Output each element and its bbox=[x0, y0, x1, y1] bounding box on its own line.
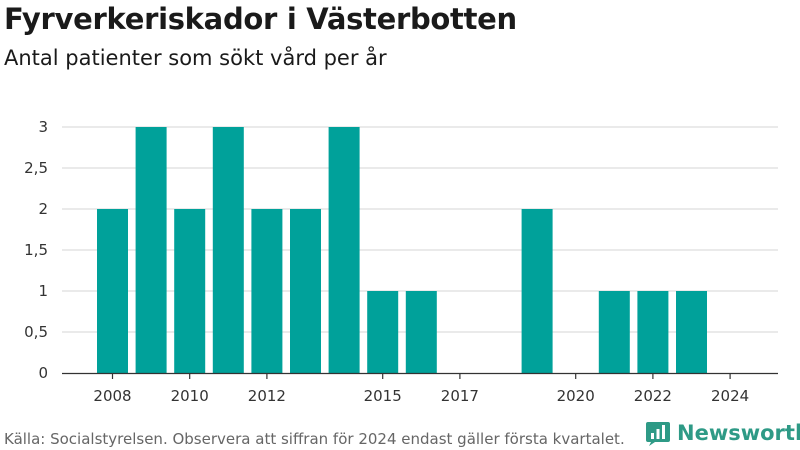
bar-2023 bbox=[676, 291, 707, 373]
y-tick-label: 2,5 bbox=[24, 159, 48, 177]
y-tick-label: 2 bbox=[38, 200, 48, 218]
x-tick-label: 2015 bbox=[364, 387, 402, 405]
source-note: Källa: Socialstyrelsen. Observera att si… bbox=[4, 430, 625, 448]
x-tick-label: 2012 bbox=[248, 387, 286, 405]
bars bbox=[97, 127, 707, 373]
y-tick-label: 0 bbox=[38, 364, 48, 382]
bar-2019 bbox=[521, 209, 553, 373]
x-tick-label: 2020 bbox=[557, 387, 595, 405]
brand-logo: Newsworthy bbox=[645, 420, 800, 446]
newsworthy-logo-icon bbox=[646, 422, 670, 446]
brand-name: Newsworthy bbox=[677, 421, 800, 445]
bar-2021 bbox=[598, 291, 630, 373]
bar-2022 bbox=[637, 291, 669, 373]
bar-chart: 00,511,522,53 2008 2010 2012 2015 2017 2020 20… bbox=[24, 118, 778, 405]
bar-2013 bbox=[290, 209, 321, 373]
bar-2015 bbox=[367, 291, 399, 373]
x-tick-label: 2008 bbox=[93, 387, 131, 405]
bar-2016 bbox=[405, 291, 437, 373]
bar-2011 bbox=[212, 127, 244, 373]
x-tick-label: 2017 bbox=[441, 387, 479, 405]
bar-2010 bbox=[174, 209, 206, 373]
chart-subtitle: Antal patienter som sökt vård per år bbox=[4, 46, 387, 70]
y-tick-label: 1,5 bbox=[24, 241, 48, 259]
x-axis-ticks: 2008 2010 2012 2015 2017 2020 2022 2024 bbox=[93, 373, 749, 405]
chart-title: Fyrverkeriskador i Västerbotten bbox=[4, 2, 517, 36]
y-tick-label: 3 bbox=[38, 118, 48, 136]
bar-2009 bbox=[135, 127, 167, 373]
x-tick-label: 2010 bbox=[171, 387, 209, 405]
bar-2014 bbox=[328, 127, 360, 373]
y-axis-labels: 0 0,5 1 1,5 2 2,5 3 bbox=[24, 118, 48, 382]
bar-2012 bbox=[251, 209, 283, 373]
y-tick-label: 0,5 bbox=[24, 323, 48, 341]
x-tick-label: 2024 bbox=[711, 387, 749, 405]
bar-2008 bbox=[97, 209, 128, 373]
y-tick-label: 1 bbox=[38, 282, 48, 300]
x-tick-label: 2022 bbox=[634, 387, 672, 405]
